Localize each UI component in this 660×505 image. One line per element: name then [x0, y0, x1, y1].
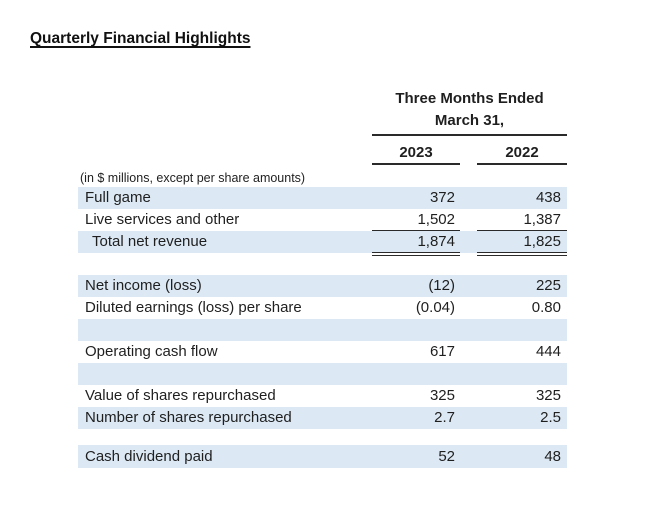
table-row-live-services: Live services and other 1,502 1,387 [78, 209, 567, 231]
value-2023: (12) [428, 277, 455, 294]
value-2022: 2.5 [540, 409, 561, 426]
value-2022: 0.80 [531, 299, 561, 316]
value-2023: 325 [429, 387, 455, 404]
table-row-value-shares-repurchased: Value of shares repurchased 325 325 [78, 385, 567, 407]
table-row-number-shares-repurchased: Number of shares repurchased 2.7 2.5 [78, 407, 567, 429]
row-label: Diluted earnings (loss) per share [85, 299, 302, 316]
column-gap [460, 209, 477, 231]
column-header-2023: 2023 [372, 143, 460, 165]
row-label: Total net revenue [92, 233, 208, 250]
value-2022: 48 [544, 448, 561, 465]
table-row-operating-cash-flow: Operating cash flow 617 444 [78, 341, 567, 363]
period-header: Three Months Ended March 31, [372, 88, 567, 136]
table-row-diluted-eps: Diluted earnings (loss) per share (0.04)… [78, 297, 567, 319]
column-gap [460, 143, 477, 165]
table-row-cash-dividend: Cash dividend paid 52 48 [78, 445, 567, 468]
value-2023: (0.04) [415, 299, 455, 316]
column-gap [460, 407, 477, 429]
period-header-line1: Three Months Ended [395, 90, 544, 107]
row-label: Full game [85, 189, 151, 206]
column-gap [460, 275, 477, 297]
value-2022: 1,825 [477, 231, 567, 256]
value-2023: 1,874 [372, 231, 460, 256]
column-gap [460, 445, 477, 468]
value-2023: 1,502 [372, 209, 460, 231]
value-2023: 2.7 [434, 409, 455, 426]
table-row-full-game: Full game 372 438 [78, 187, 567, 209]
row-label: Net income (loss) [85, 277, 202, 294]
column-gap [460, 231, 477, 253]
page-title: Quarterly Financial Highlights [30, 30, 251, 47]
value-2022: 444 [535, 343, 561, 360]
column-gap [460, 385, 477, 407]
shaded-empty-row [78, 363, 567, 385]
value-2022: 325 [535, 387, 561, 404]
section-spacer [78, 429, 567, 445]
units-note: (in $ millions, except per share amounts… [80, 171, 306, 185]
row-label: Value of shares repurchased [85, 387, 276, 404]
value-2022: 438 [535, 189, 561, 206]
value-2023: 372 [429, 189, 455, 206]
shaded-empty-row [78, 319, 567, 341]
column-gap [460, 297, 477, 319]
row-label: Number of shares repurchased [85, 409, 292, 426]
value-2022: 225 [535, 277, 561, 294]
label-column-spacer [78, 143, 372, 165]
table-row-total-net-revenue: Total net revenue 1,874 1,825 [78, 231, 567, 256]
quarterly-financials-table: Three Months Ended March 31, 2023 2022 (… [78, 88, 567, 468]
column-header-2022: 2022 [477, 143, 567, 165]
value-2023: 52 [438, 448, 455, 465]
row-label: Operating cash flow [85, 343, 218, 360]
year-columns-row: 2023 2022 [78, 143, 567, 165]
column-gap [460, 341, 477, 363]
row-label: Cash dividend paid [85, 448, 213, 465]
column-gap [460, 187, 477, 209]
value-2023: 617 [429, 343, 455, 360]
period-header-line2: March 31, [434, 112, 505, 129]
table-row-net-income: Net income (loss) (12) 225 [78, 275, 567, 297]
value-2022: 1,387 [477, 209, 567, 231]
section-spacer [78, 253, 567, 275]
row-label: Live services and other [85, 211, 240, 228]
